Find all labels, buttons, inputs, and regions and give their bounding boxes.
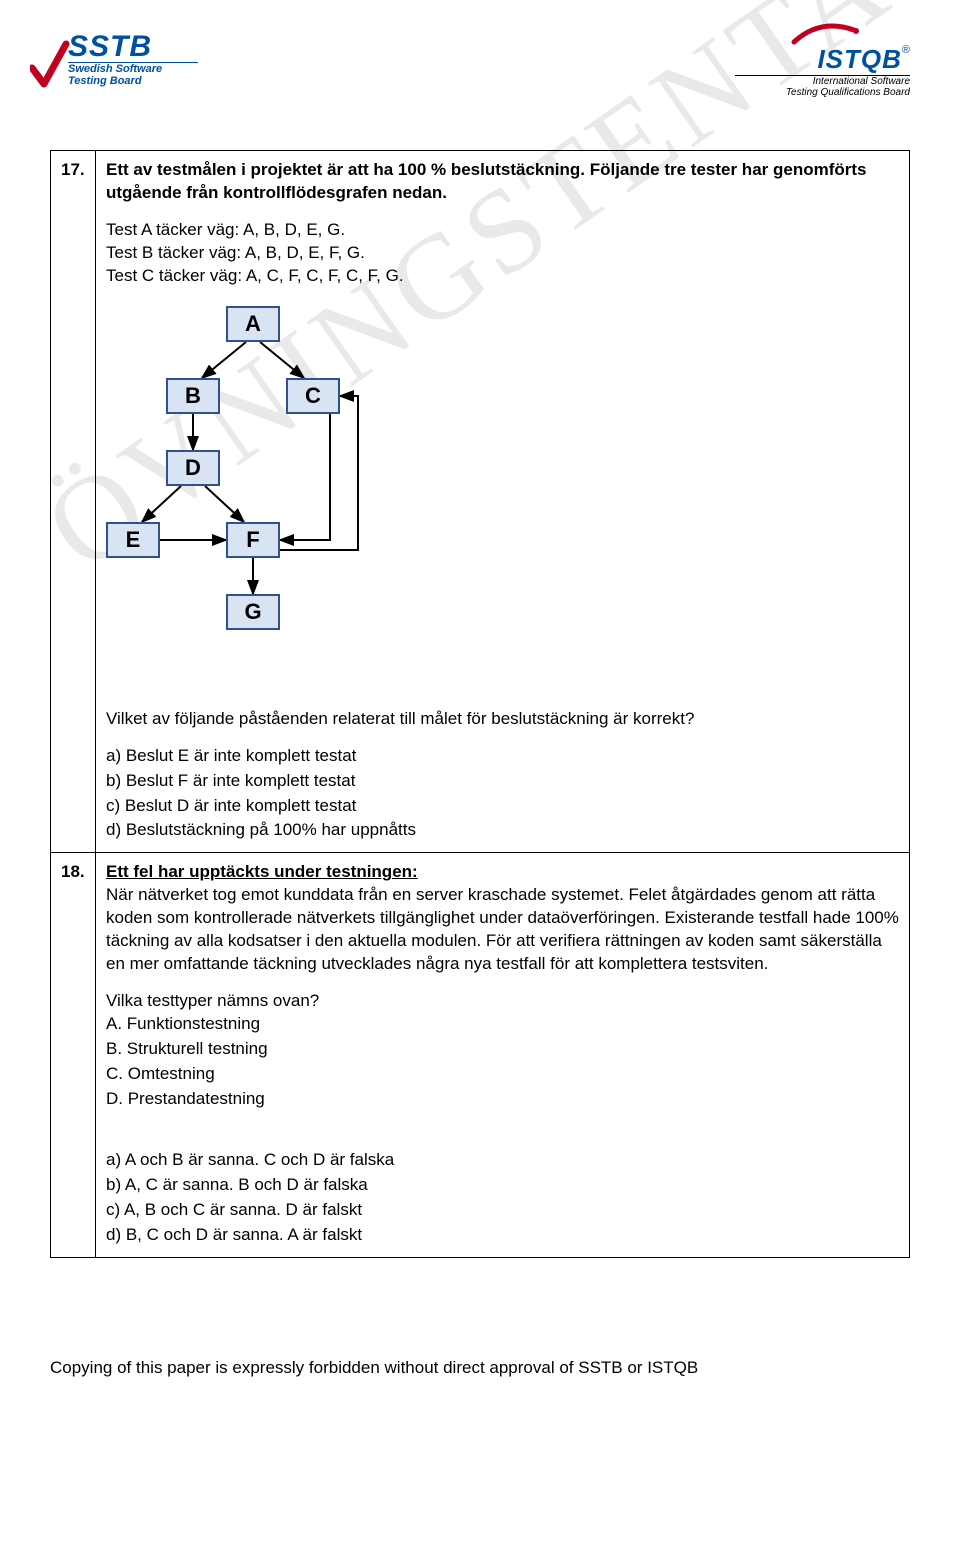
q18-options: a) A och B är sanna. C och D är falska b… xyxy=(106,1149,899,1247)
q17-testC: Test C täcker väg: A, C, F, C, F, C, F, … xyxy=(106,265,899,288)
q18-number: 18. xyxy=(51,853,96,1257)
q18-type-B: B. Strukturell testning xyxy=(106,1038,899,1061)
table-row: 18. Ett fel har upptäckts under testning… xyxy=(51,853,910,1257)
q18-type-A: A. Funktionstestning xyxy=(106,1013,899,1036)
q18-body: När nätverket tog emot kunddata från en … xyxy=(106,884,899,976)
q18-title: Ett fel har upptäckts under testningen: xyxy=(106,862,418,881)
istqb-reg: ® xyxy=(902,44,910,56)
node-C: C xyxy=(286,378,340,414)
sstb-logo-text: SSTB xyxy=(68,30,210,64)
sstb-logo: SSTB Swedish Software Testing Board xyxy=(50,30,210,110)
q17-intro: Ett av testmålen i projektet är att ha 1… xyxy=(106,160,866,202)
q17-question: Vilket av följande påståenden relaterat … xyxy=(106,708,899,731)
check-icon xyxy=(30,40,70,100)
q17-opt-c: c) Beslut D är inte komplett testat xyxy=(106,795,899,818)
istqb-sub1: International Software xyxy=(690,76,910,87)
sstb-sub2: Testing Board xyxy=(68,75,210,87)
q18-opt-d: d) B, C och D är sanna. A är falskt xyxy=(106,1224,899,1247)
q17-cell: Ett av testmålen i projektet är att ha 1… xyxy=(96,151,910,853)
node-E: E xyxy=(106,522,160,558)
question-table: 17. Ett av testmålen i projektet är att … xyxy=(50,150,910,1258)
table-row: 17. Ett av testmålen i projektet är att … xyxy=(51,151,910,853)
q17-opt-b: b) Beslut F är inte komplett testat xyxy=(106,770,899,793)
node-D: D xyxy=(166,450,220,486)
swoosh-icon xyxy=(790,22,860,48)
istqb-logo: ISTQB® International Software Testing Qu… xyxy=(690,30,910,110)
q17-number: 17. xyxy=(51,151,96,853)
node-B: B xyxy=(166,378,220,414)
q18-types: A. Funktionstestning B. Strukturell test… xyxy=(106,1013,899,1111)
istqb-logo-text: ISTQB xyxy=(817,44,901,74)
istqb-sub2: Testing Qualifications Board xyxy=(690,87,910,98)
q17-testA: Test A täcker väg: A, B, D, E, G. xyxy=(106,219,899,242)
q18-opt-c: c) A, B och C är sanna. D är falskt xyxy=(106,1199,899,1222)
page-header: SSTB Swedish Software Testing Board ISTQ… xyxy=(50,30,910,120)
sstb-sub1: Swedish Software xyxy=(68,63,210,75)
q17-opt-a: a) Beslut E är inte komplett testat xyxy=(106,745,899,768)
q17-testB: Test B täcker väg: A, B, D, E, F, G. xyxy=(106,242,899,265)
q18-question: Vilka testtyper nämns ovan? xyxy=(106,990,899,1013)
flowchart: A B C D E F G xyxy=(106,306,899,686)
q17-options: a) Beslut E är inte komplett testat b) B… xyxy=(106,745,899,843)
q18-opt-b: b) A, C är sanna. B och D är falska xyxy=(106,1174,899,1197)
node-G: G xyxy=(226,594,280,630)
q18-type-D: D. Prestandatestning xyxy=(106,1088,899,1111)
node-F: F xyxy=(226,522,280,558)
footer-text: Copying of this paper is expressly forbi… xyxy=(50,1358,910,1378)
q18-opt-a: a) A och B är sanna. C och D är falska xyxy=(106,1149,899,1172)
node-A: A xyxy=(226,306,280,342)
q18-cell: Ett fel har upptäckts under testningen: … xyxy=(96,853,910,1257)
q17-opt-d: d) Beslutstäckning på 100% har uppnåtts xyxy=(106,819,899,842)
q18-type-C: C. Omtestning xyxy=(106,1063,899,1086)
